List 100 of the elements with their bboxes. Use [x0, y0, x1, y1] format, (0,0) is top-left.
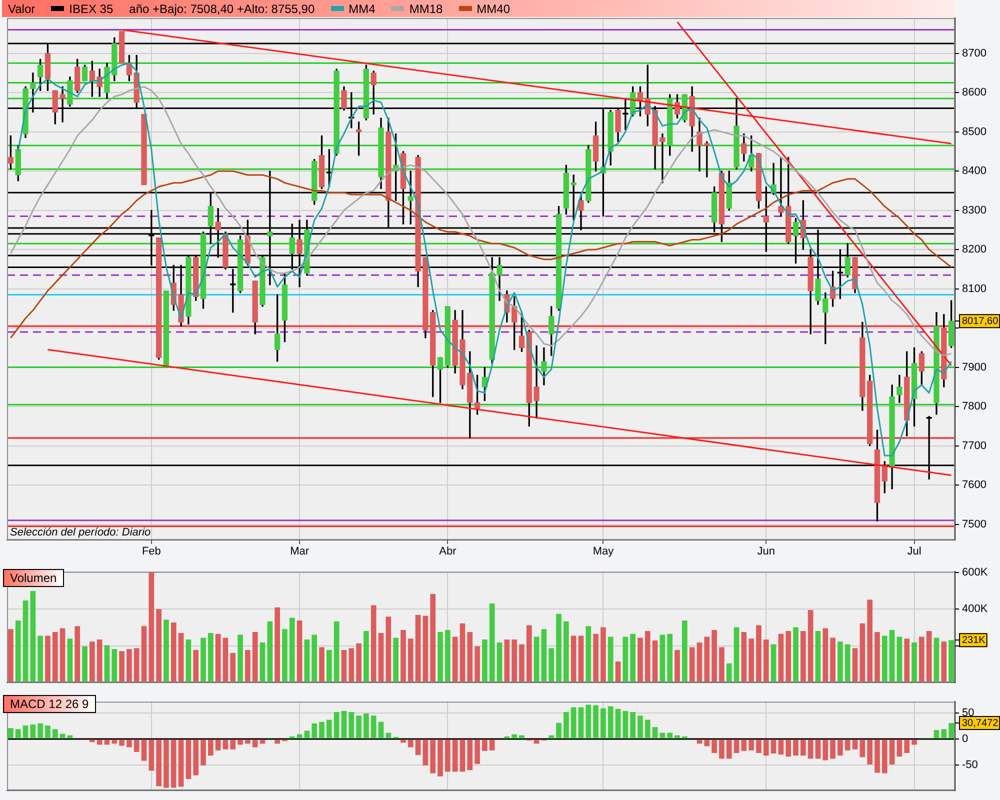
bar — [215, 739, 221, 750]
bar — [741, 739, 747, 751]
bar — [674, 650, 680, 682]
bar — [719, 739, 724, 759]
bar — [112, 739, 118, 744]
bar — [326, 650, 332, 682]
bar — [793, 627, 798, 682]
y-tick-label: 8017,60 — [962, 316, 999, 327]
bar — [319, 722, 324, 738]
bar — [104, 739, 110, 745]
bar — [874, 739, 880, 773]
bar — [556, 614, 562, 682]
bar — [593, 634, 598, 682]
bar — [556, 722, 562, 738]
bar — [948, 723, 954, 738]
bar — [422, 616, 428, 682]
bar — [45, 725, 50, 738]
bar — [326, 720, 332, 738]
bar — [638, 716, 643, 738]
bar — [474, 646, 480, 682]
bar — [941, 729, 947, 738]
y-tick-label: 30,7472 — [962, 718, 999, 729]
bar — [889, 630, 895, 682]
bar — [778, 739, 784, 755]
bar — [274, 607, 280, 682]
bar — [867, 739, 872, 764]
bar — [45, 636, 50, 682]
bar — [696, 739, 702, 744]
bar — [489, 739, 495, 750]
bar — [126, 649, 132, 682]
bar — [548, 648, 554, 682]
bar — [660, 732, 666, 738]
bar — [844, 739, 850, 750]
bar — [822, 739, 828, 760]
bar — [156, 739, 162, 786]
bar — [260, 739, 266, 744]
x-tick-label: Abr — [439, 546, 457, 558]
bar — [541, 629, 547, 682]
bar — [22, 600, 28, 682]
legend-label: MM4 — [348, 2, 376, 16]
bar — [186, 739, 192, 779]
bar — [245, 739, 250, 744]
bar — [704, 636, 710, 682]
bar — [90, 642, 95, 682]
bar — [386, 732, 392, 738]
bar — [682, 620, 688, 682]
bar — [38, 723, 43, 738]
bar — [912, 642, 917, 682]
bar — [348, 648, 354, 682]
bar — [312, 634, 318, 682]
bar — [378, 722, 384, 738]
bar — [304, 730, 310, 738]
candlestick — [141, 114, 147, 186]
bar — [186, 640, 192, 682]
bar — [134, 739, 140, 752]
bar — [704, 739, 710, 746]
bar — [400, 630, 406, 682]
bar — [208, 632, 214, 682]
annotation: Selección del período: Diario — [10, 526, 151, 539]
bar — [319, 647, 324, 682]
bar — [82, 646, 88, 682]
bar — [356, 643, 362, 682]
bar — [615, 662, 621, 682]
bar — [882, 739, 888, 774]
bar — [208, 739, 214, 756]
bar — [356, 716, 362, 738]
bar — [378, 632, 384, 682]
chart-title: MACD 12 26 9 — [10, 697, 89, 711]
bar — [230, 652, 236, 682]
bar — [200, 638, 206, 682]
bar — [800, 630, 806, 682]
bar — [896, 636, 902, 682]
y-tick-label: 50 — [962, 707, 974, 720]
bar — [452, 739, 458, 772]
bar — [30, 724, 36, 738]
bar — [838, 739, 843, 756]
bar — [726, 663, 732, 682]
bar — [222, 739, 228, 750]
bar — [22, 725, 28, 738]
bar — [948, 640, 954, 682]
bar — [830, 638, 836, 682]
legend-label: MM40 — [476, 2, 510, 16]
y-tick-label: 7500 — [962, 518, 986, 530]
bar — [482, 640, 488, 682]
bar — [141, 626, 147, 682]
bar — [164, 620, 169, 682]
bar — [838, 642, 843, 682]
bar — [252, 632, 258, 682]
bar — [808, 739, 814, 759]
bar — [512, 640, 517, 682]
x-tick-label: Mar — [290, 546, 310, 558]
bar — [274, 739, 280, 744]
bar — [793, 739, 798, 756]
y-tick-label: 8600 — [962, 86, 986, 99]
bar — [941, 642, 947, 682]
bar — [748, 739, 754, 750]
y-tick-label: 400K — [962, 603, 988, 616]
bar — [245, 650, 250, 682]
bar — [415, 739, 421, 756]
bar — [74, 626, 80, 682]
